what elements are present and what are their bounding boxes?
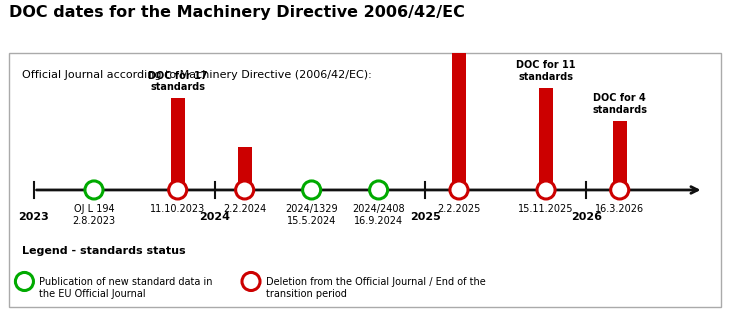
Text: Legend - standards status: Legend - standards status	[22, 246, 185, 256]
Text: 16.3.2026: 16.3.2026	[595, 204, 645, 214]
Text: DOC for 4
standards: DOC for 4 standards	[592, 93, 648, 115]
Text: 15.11.2025: 15.11.2025	[518, 204, 574, 214]
Bar	[238, 147, 252, 190]
Bar	[612, 121, 626, 190]
Ellipse shape	[236, 181, 254, 199]
Ellipse shape	[15, 272, 34, 290]
Text: 2023: 2023	[18, 211, 49, 222]
Text: OJ L 194
2.8.2023: OJ L 194 2.8.2023	[72, 204, 115, 226]
Text: DOC for 17
standards: DOC for 17 standards	[148, 70, 207, 92]
Ellipse shape	[450, 181, 468, 199]
Bar	[171, 99, 185, 190]
Ellipse shape	[611, 181, 629, 199]
Text: Publication of new standard data in
the EU Official Journal: Publication of new standard data in the …	[39, 277, 212, 299]
Text: Deletion from the Official Journal / End of the
transition period: Deletion from the Official Journal / End…	[266, 277, 485, 299]
Ellipse shape	[242, 272, 260, 290]
Text: 2.2.2024: 2.2.2024	[223, 204, 266, 214]
Text: 2024/1329
15.5.2024: 2024/1329 15.5.2024	[285, 204, 338, 226]
Ellipse shape	[85, 181, 103, 199]
Text: 2024: 2024	[199, 211, 230, 222]
Text: 2.2.2025: 2.2.2025	[437, 204, 480, 214]
Text: DOC dates for the Machinery Directive 2006/42/EC: DOC dates for the Machinery Directive 20…	[9, 6, 464, 20]
Bar	[539, 88, 553, 190]
Ellipse shape	[169, 181, 187, 199]
Text: Official Journal according to Machinery Directive (2006/42/EC):: Official Journal according to Machinery …	[22, 70, 372, 81]
Bar	[452, 0, 466, 190]
Text: 2024/2408
16.9.2024: 2024/2408 16.9.2024	[353, 204, 405, 226]
Ellipse shape	[369, 181, 388, 199]
Text: 2025: 2025	[410, 211, 441, 222]
Ellipse shape	[303, 181, 320, 199]
Text: 2026: 2026	[571, 211, 602, 222]
Text: 11.10.2023: 11.10.2023	[150, 204, 205, 214]
Ellipse shape	[537, 181, 555, 199]
Text: DOC for 11
standards: DOC for 11 standards	[516, 60, 576, 82]
